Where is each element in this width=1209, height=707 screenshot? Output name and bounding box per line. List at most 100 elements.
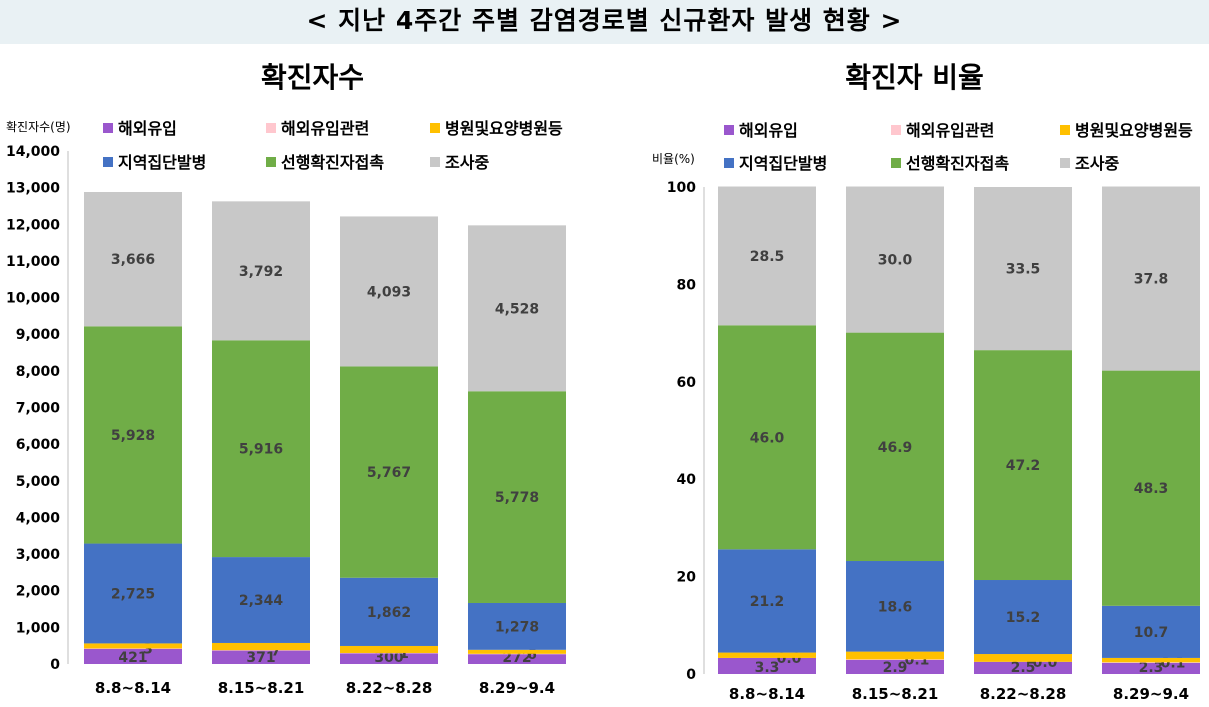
data-label-contact: 5,928 <box>111 428 155 444</box>
x-tick-label: 8.15~8.21 <box>852 685 939 703</box>
legend-label-overseas: 해외유입 <box>739 121 798 140</box>
bar-segment-overseas_related <box>340 652 438 654</box>
bar-segment-hospital <box>974 654 1072 662</box>
bar-segment-contact <box>974 350 1072 581</box>
legend-swatch-overseas_related <box>891 125 901 135</box>
data-label-overseas: 371 <box>246 650 275 666</box>
bar-segment-overseas <box>468 654 566 664</box>
bar-segment-investigating <box>468 225 566 392</box>
y-tick-label: 6,000 <box>16 437 61 453</box>
legend-label-overseas_related: 해외유입관련 <box>281 119 369 138</box>
data-label-investigating: 4,093 <box>367 284 411 300</box>
bar-segment-cluster <box>468 602 566 650</box>
y-tick-label: 4,000 <box>16 510 61 526</box>
x-tick-label: 8.22~8.28 <box>980 685 1067 703</box>
x-tick-label: 8.29~9.4 <box>1113 685 1189 703</box>
legend-label-contact: 선행확진자접촉 <box>906 154 1009 173</box>
data-label-investigating: 33.5 <box>1006 262 1041 278</box>
counts-chart: 확진자수(명) 0 1,000 2,000 3,000 4,000 5,000 6,000 7,… <box>6 119 566 697</box>
bar-segment-overseas_related <box>1102 662 1200 663</box>
x-tick-label: 8.8~8.14 <box>729 685 805 703</box>
legend-swatch-hospital <box>1060 125 1070 135</box>
bar-segment-investigating <box>718 186 816 326</box>
data-label-overseas_related: 6 <box>527 647 537 663</box>
bar-segment-hospital <box>718 652 816 658</box>
data-label-overseas: 421 <box>118 650 147 666</box>
bar-segment-hospital <box>846 651 944 660</box>
y-tick-label: 11,000 <box>6 254 60 270</box>
y-tick-label: 20 <box>677 570 697 586</box>
data-label-contact: 46.9 <box>878 440 913 456</box>
legend-swatch-contact <box>891 158 901 168</box>
data-label-investigating: 3,666 <box>111 252 155 268</box>
legend-label-hospital: 병원및요양병원등 <box>1075 121 1193 140</box>
data-label-investigating: 28.5 <box>750 249 785 265</box>
bar-segment-overseas_related <box>84 648 182 649</box>
y-tick-label: 0 <box>50 657 60 673</box>
bar-segment-hospital <box>340 645 438 653</box>
data-label-cluster: 2,725 <box>111 586 155 602</box>
y-axis-label: 확진자수(명) <box>6 120 71 134</box>
data-label-overseas: 300 <box>374 650 403 666</box>
legend-label-overseas_related: 해외유입관련 <box>906 121 994 140</box>
bar-segment-cluster <box>846 561 944 652</box>
bar-segment-hospital <box>468 649 566 654</box>
bar-segment-overseas <box>84 648 182 664</box>
legend-label-hospital: 병원및요양병원등 <box>445 119 563 138</box>
legend-label-investigating: 조사중 <box>445 153 489 172</box>
banner-title: < 지난 4주간 주별 감염경로별 신규환자 발생 현황 > <box>0 0 1209 44</box>
bar-segment-contact <box>340 366 438 578</box>
data-label-contact: 5,767 <box>367 465 411 481</box>
data-label-cluster: 15.2 <box>1006 610 1041 626</box>
y-tick-label: 9,000 <box>16 327 61 343</box>
legend-swatch-overseas <box>724 125 734 135</box>
x-tick-label: 8.15~8.21 <box>218 679 305 697</box>
bar-segment-investigating <box>84 192 182 327</box>
bar-segment-investigating <box>1102 186 1200 371</box>
y-axis-label: 비율(%) <box>652 152 695 166</box>
x-tick-label: 8.22~8.28 <box>346 679 433 697</box>
bar-segment-investigating <box>846 186 944 333</box>
data-label-overseas: 2.9 <box>883 660 908 676</box>
bar-segment-overseas_related <box>846 659 944 660</box>
bar-segment-overseas <box>846 659 944 674</box>
data-label-overseas_related: 3 <box>143 642 153 658</box>
bar-segment-overseas <box>718 657 816 674</box>
bar-segment-hospital <box>1102 657 1200 663</box>
bar-segment-overseas_related <box>468 653 566 655</box>
legend-label-cluster: 지역집단발병 <box>739 154 827 173</box>
chart-title-ratio: 확진자 비율 <box>845 61 984 94</box>
data-label-cluster: 1,278 <box>495 619 539 635</box>
bar-segment-contact <box>846 332 944 562</box>
legend-label-investigating: 조사중 <box>1075 154 1119 173</box>
bar-segment-investigating <box>340 216 438 367</box>
bar-segment-contact <box>212 340 310 558</box>
y-tick-label: 0 <box>686 667 696 683</box>
legend-swatch-investigating <box>430 157 440 167</box>
y-tick-label: 3,000 <box>16 547 61 563</box>
y-tick-label: 2,000 <box>16 584 61 600</box>
y-tick-label: 7,000 <box>16 401 61 417</box>
data-label-cluster: 18.6 <box>878 599 913 615</box>
data-label-investigating: 30.0 <box>878 253 913 269</box>
bar-segment-contact <box>1102 370 1200 606</box>
legend-label-cluster: 지역집단발병 <box>118 153 206 172</box>
bar-segment-cluster <box>340 577 438 646</box>
y-tick-label: 5,000 <box>16 474 61 490</box>
data-label-overseas_related: 1 <box>399 646 409 662</box>
data-label-investigating: 4,528 <box>495 301 539 317</box>
data-label-cluster: 2,344 <box>239 593 284 609</box>
bar-segment-investigating <box>212 201 310 341</box>
bar-segment-cluster <box>974 580 1072 655</box>
y-tick-label: 1,000 <box>16 620 61 636</box>
legend-swatch-overseas <box>103 123 113 133</box>
data-label-investigating: 3,792 <box>239 264 283 280</box>
legend-label-overseas: 해외유입 <box>118 119 177 138</box>
x-tick-label: 8.8~8.14 <box>95 679 171 697</box>
y-tick-label: 80 <box>677 277 697 293</box>
data-label-cluster: 21.2 <box>750 594 785 610</box>
bar-segment-contact <box>84 326 182 544</box>
bar-segment-overseas <box>340 653 438 664</box>
data-label-overseas: 2.3 <box>1139 660 1164 676</box>
